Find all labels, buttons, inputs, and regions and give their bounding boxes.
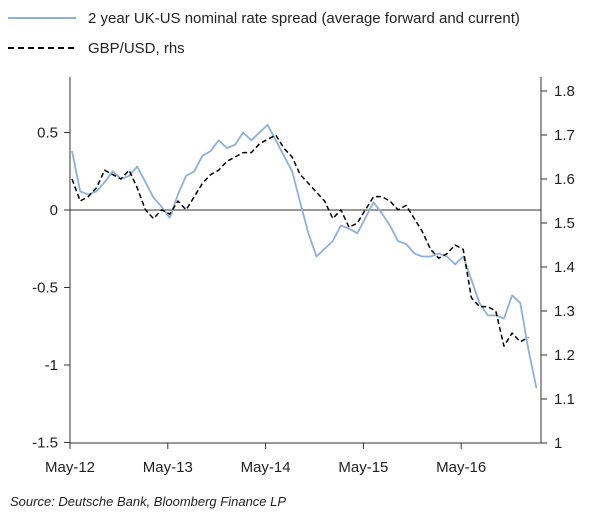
right-tick-label: 1 [554, 435, 562, 452]
left-tick-label: -1.5 [32, 435, 58, 452]
x-tick-label: May-13 [143, 459, 193, 476]
series-line-gbpusd [71, 134, 529, 347]
legend-label-gbpusd: GBP/USD, rhs [88, 40, 185, 57]
right-tick-label: 1.4 [554, 259, 575, 276]
right-tick-label: 1.5 [554, 215, 575, 232]
left-tick-label: -0.5 [32, 280, 58, 297]
source-note: Source: Deutsche Bank, Bloomberg Finance… [10, 494, 287, 509]
right-tick-label: 1.6 [554, 171, 575, 188]
tick-group: 0.5 0 -0.5 -1 -1.5 1.8 1.7 1.6 1.5 1.4 1.3 1.2 1.1 1 M… [32, 83, 575, 476]
x-tick-label: May-16 [436, 459, 486, 476]
left-tick-label: 0 [50, 202, 58, 219]
right-tick-label: 1.2 [554, 347, 575, 364]
right-tick-label: 1.7 [554, 127, 575, 144]
x-tick-label: May-14 [241, 459, 291, 476]
legend-label-spread: 2 year UK-US nominal rate spread (averag… [88, 10, 520, 27]
left-tick-label: 0.5 [37, 125, 58, 142]
right-tick-label: 1.8 [554, 83, 575, 100]
series-line-spread [71, 123, 538, 389]
left-tick-label: -1 [45, 357, 58, 374]
axes [69, 77, 542, 444]
x-tick-label: May-15 [338, 459, 388, 476]
series-layer [71, 123, 538, 389]
right-tick-label: 1.3 [554, 303, 575, 320]
x-tick-label: May-12 [45, 459, 95, 476]
right-tick-label: 1.1 [554, 391, 575, 408]
legend: 2 year UK-US nominal rate spread (averag… [8, 10, 520, 57]
